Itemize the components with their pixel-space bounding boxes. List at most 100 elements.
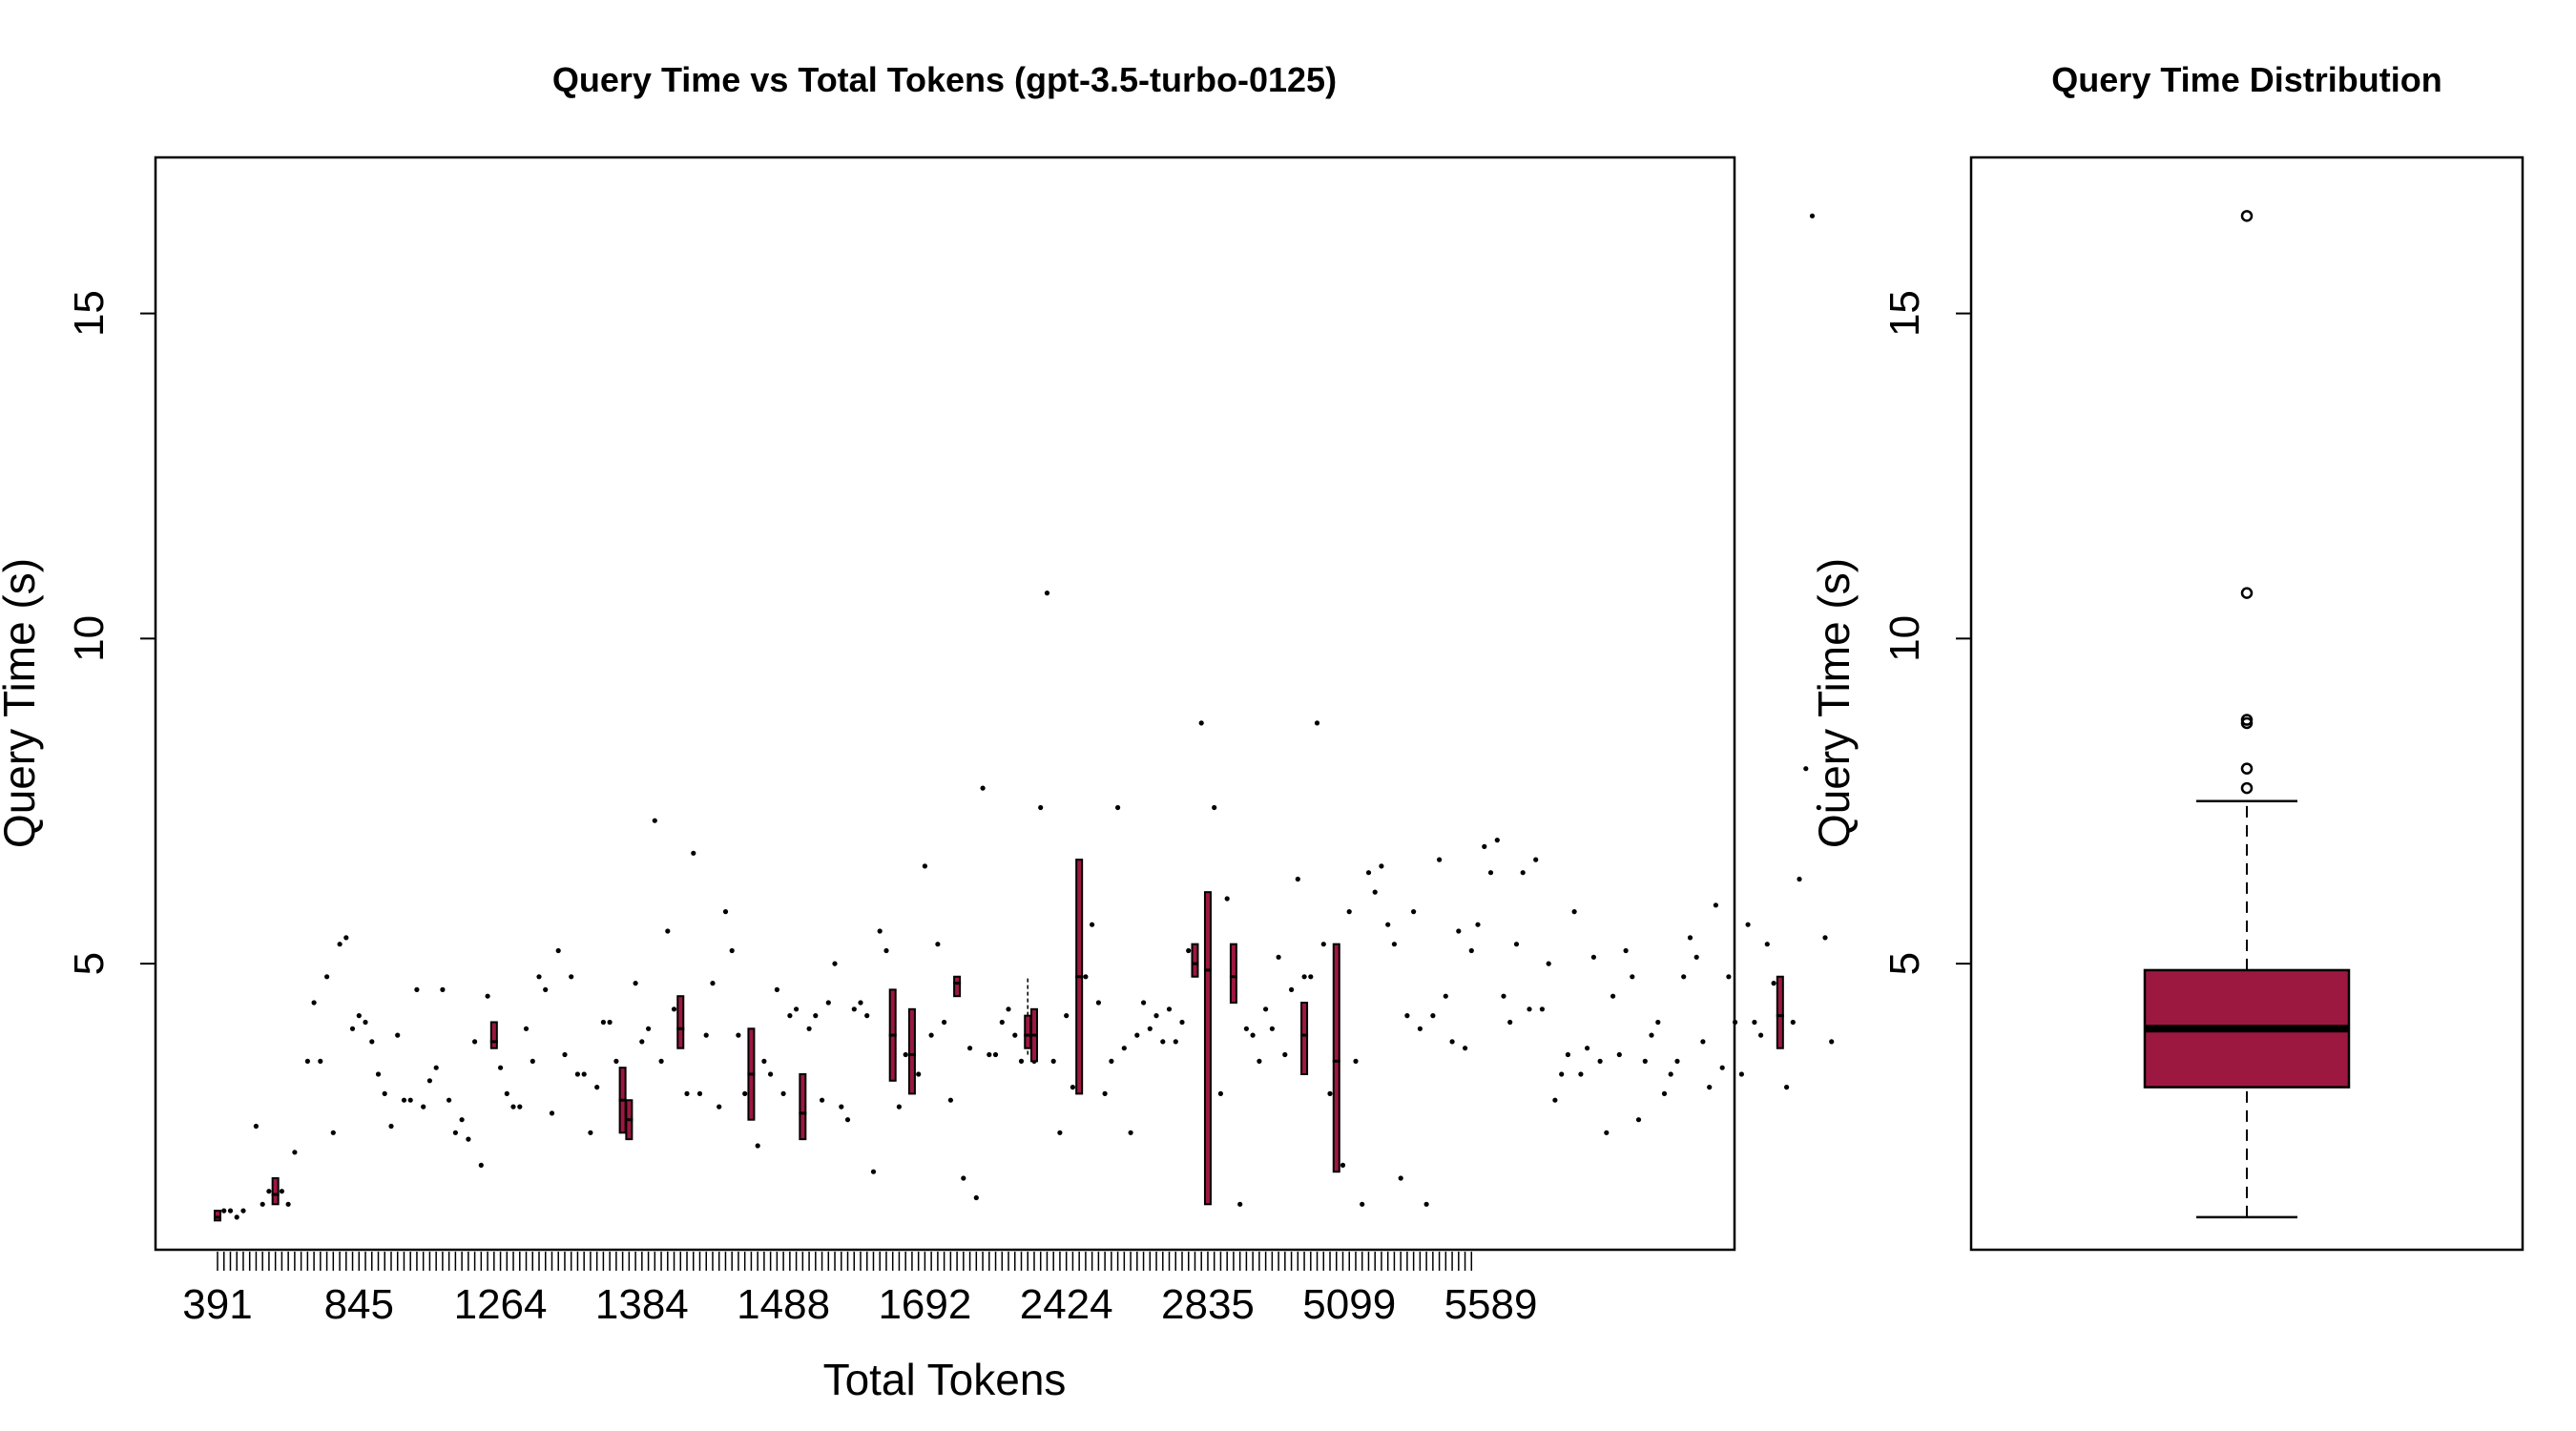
y-tick-label: 5 — [66, 952, 113, 975]
data-point — [581, 1071, 587, 1077]
data-point — [401, 1097, 407, 1103]
category-box — [214, 1210, 221, 1222]
data-point — [1771, 981, 1776, 986]
data-point — [1655, 1019, 1661, 1026]
right-plot-content — [2143, 210, 2351, 1219]
box-body — [1203, 891, 1212, 1206]
data-point — [562, 1051, 568, 1058]
data-point — [1391, 942, 1397, 947]
data-point — [1327, 1090, 1333, 1096]
data-point — [1134, 1032, 1140, 1038]
data-point — [324, 974, 330, 980]
data-point — [947, 1097, 954, 1103]
x-tick-label: 1488 — [737, 1281, 830, 1328]
data-point — [780, 1090, 786, 1096]
data-point — [1385, 922, 1391, 927]
data-point — [1539, 1006, 1545, 1012]
data-point — [928, 1032, 934, 1038]
data-point — [1501, 993, 1506, 999]
data-point — [942, 1019, 947, 1026]
data-point — [1128, 1130, 1133, 1135]
data-point — [1250, 1032, 1256, 1038]
data-point — [1610, 993, 1616, 999]
data-point — [1443, 993, 1448, 999]
data-point — [285, 1201, 291, 1207]
data-point — [1160, 1039, 1166, 1045]
data-point — [903, 1051, 908, 1058]
data-point — [1295, 876, 1300, 882]
data-point — [761, 1058, 767, 1064]
data-point — [1604, 1130, 1610, 1135]
x-tick-label: 845 — [324, 1281, 394, 1328]
data-point — [768, 1071, 774, 1077]
data-point — [555, 947, 561, 954]
data-point — [1693, 954, 1699, 960]
category-box — [1776, 975, 1784, 1049]
data-point — [523, 1026, 530, 1031]
data-point — [1102, 1090, 1108, 1096]
left-plot-content — [214, 213, 1835, 1222]
data-point — [292, 1150, 298, 1155]
data-point — [1095, 1000, 1101, 1006]
data-point — [1468, 947, 1474, 954]
data-point — [1012, 1032, 1018, 1038]
data-point — [1507, 1019, 1513, 1026]
data-point — [1423, 1201, 1429, 1207]
category-box — [1075, 859, 1084, 1095]
data-point — [1642, 1058, 1648, 1064]
data-point — [987, 1051, 992, 1058]
category-box — [1191, 943, 1199, 978]
category-box — [799, 1072, 807, 1141]
data-point — [1340, 1162, 1346, 1168]
data-point — [774, 986, 780, 992]
data-point — [864, 1013, 870, 1019]
data-point — [1649, 1032, 1654, 1038]
data-point — [426, 1078, 432, 1084]
data-point — [722, 909, 729, 915]
data-point — [1707, 1085, 1713, 1090]
data-point — [658, 1058, 664, 1064]
category-box — [489, 1021, 498, 1049]
data-point — [820, 1097, 825, 1103]
scatter-box-panel: Query Time vs Total Tokens (gpt-3.5-turb… — [0, 60, 1835, 1404]
data-point — [1527, 1006, 1532, 1012]
data-point — [1719, 1065, 1725, 1070]
data-point — [922, 863, 928, 869]
box-body — [953, 975, 962, 998]
data-point — [633, 981, 638, 986]
data-point — [485, 993, 490, 999]
category-box — [1332, 943, 1340, 1173]
outlier-point — [2240, 714, 2254, 726]
data-point — [961, 1175, 966, 1181]
data-point — [311, 1000, 317, 1006]
data-point — [1269, 1026, 1275, 1031]
box-body — [271, 1177, 280, 1206]
box-body — [1229, 943, 1237, 1005]
box-body — [799, 1072, 807, 1141]
data-point — [1520, 870, 1526, 876]
data-point — [1257, 1058, 1262, 1064]
data-point — [466, 1136, 471, 1142]
data-point — [1623, 947, 1629, 954]
data-point — [1630, 974, 1635, 980]
data-point — [703, 1032, 709, 1038]
data-point — [395, 1032, 401, 1038]
x-tick-label: 1264 — [454, 1281, 548, 1328]
data-point — [1635, 1117, 1642, 1123]
data-point — [1212, 804, 1217, 811]
data-point — [1237, 1201, 1243, 1207]
data-point — [318, 1058, 323, 1064]
data-point — [1559, 1071, 1565, 1077]
data-point — [1552, 1097, 1558, 1103]
data-point — [1809, 213, 1816, 218]
data-point — [382, 1090, 387, 1096]
data-point — [433, 1065, 439, 1070]
data-point — [356, 1013, 362, 1019]
data-point — [1533, 857, 1539, 862]
data-point — [569, 974, 574, 980]
data-point — [839, 1104, 844, 1110]
data-point — [1044, 591, 1050, 596]
data-point — [696, 1090, 703, 1096]
data-point — [691, 850, 696, 856]
data-point — [1546, 961, 1551, 966]
